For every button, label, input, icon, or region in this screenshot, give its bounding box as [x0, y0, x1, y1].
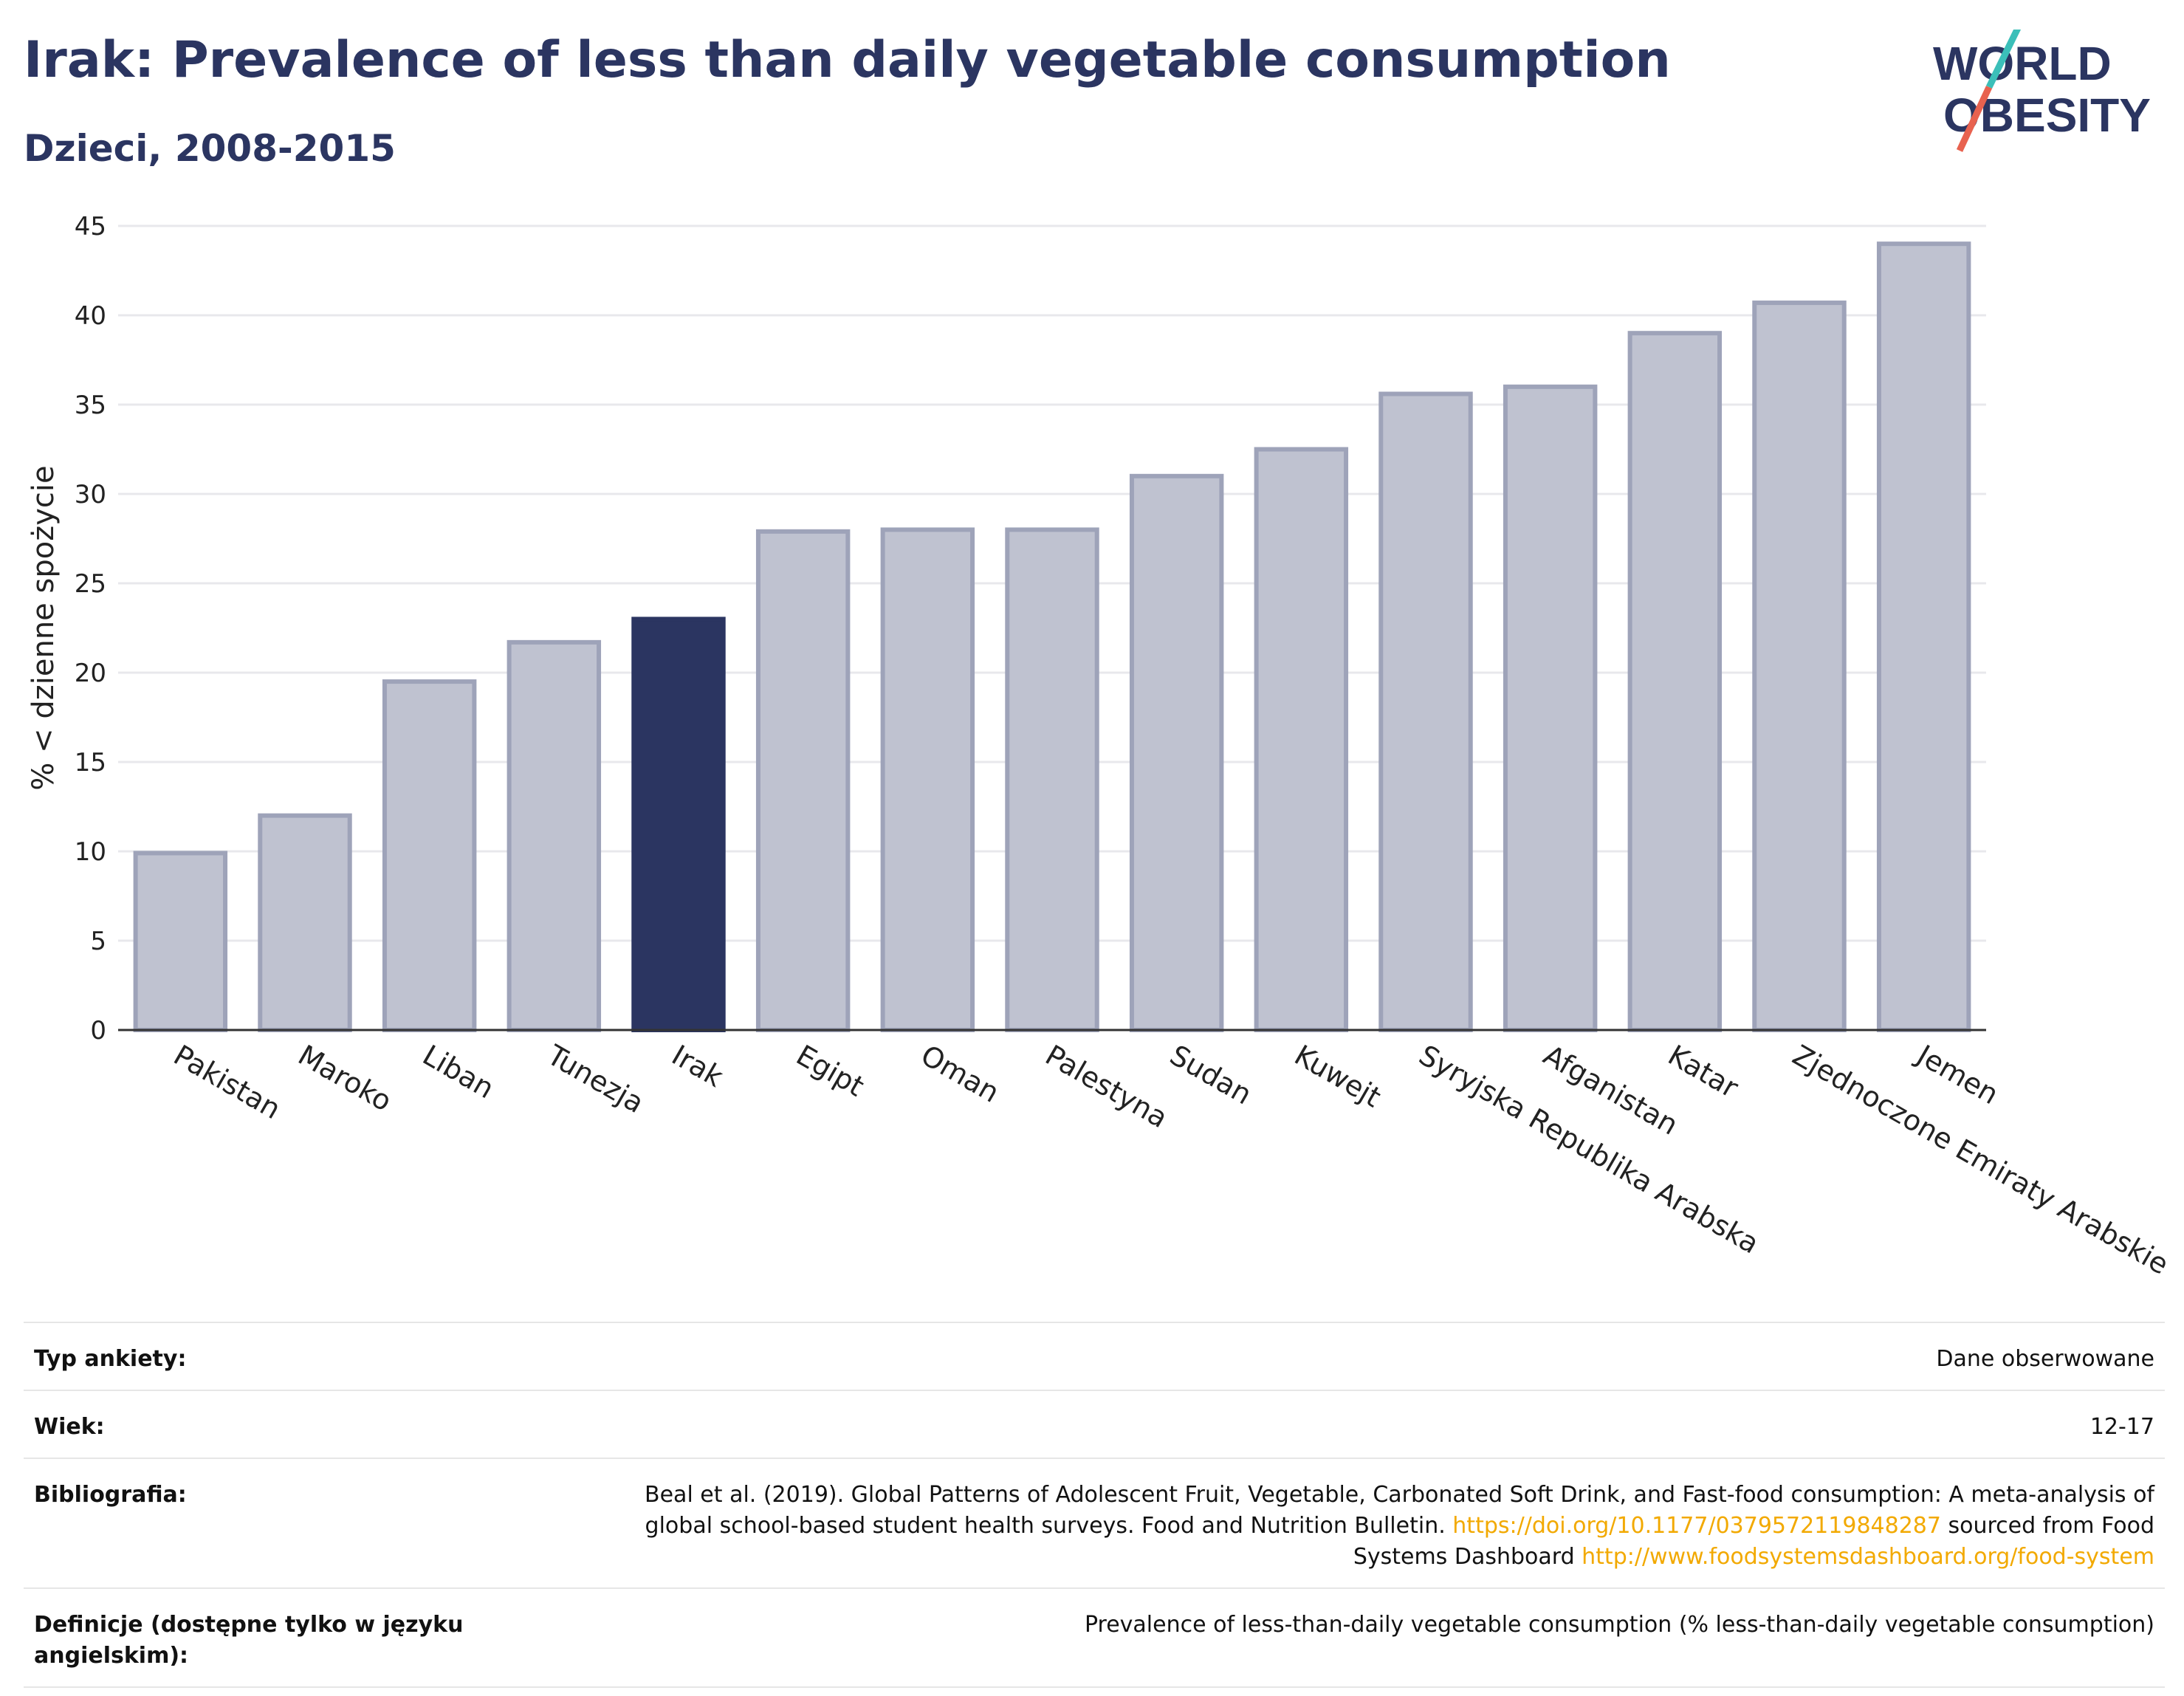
info-row-survey-type: Typ ankiety: Dane obserwowane [24, 1322, 2165, 1390]
x-tick-label: Sudan [1164, 1039, 1257, 1111]
x-tick-label: Jemen [1910, 1038, 2004, 1111]
bar-pakistan [133, 851, 228, 1033]
y-tick-label: 20 [75, 659, 106, 688]
x-tick-label: Tunezja [541, 1038, 650, 1119]
doi-link[interactable]: https://doi.org/10.1177/0379572119848287 [1452, 1513, 1941, 1539]
bar-zjednoczone-emiraty-arabskie [1752, 301, 1847, 1032]
y-tick-label: 45 [75, 212, 106, 241]
x-tick-label: Liban [417, 1039, 499, 1105]
info-row-bibliography: Bibliografia: Beal et al. (2019). Global… [24, 1458, 2165, 1587]
x-tick-label: Egipt [791, 1039, 870, 1103]
dashboard-link[interactable]: http://www.foodsystemsdashboard.org/food… [1582, 1544, 2154, 1570]
y-tick-label: 0 [90, 1016, 106, 1046]
bar-sudan [1129, 473, 1224, 1032]
bar-kuwejt [1254, 447, 1349, 1032]
bar-jemen [1876, 241, 1971, 1033]
info-value: Prevalence of less-than-daily vegetable … [1084, 1612, 2154, 1638]
bar-palestyna [1005, 527, 1099, 1032]
info-value: Dane obserwowane [1936, 1346, 2154, 1372]
x-tick-label: Oman [916, 1039, 1005, 1109]
world-obesity-logo: WORLD OBESITY [1933, 30, 2151, 152]
page-title: Irak: Prevalence of less than daily vege… [24, 31, 1671, 89]
info-label: Wiek: [34, 1414, 105, 1440]
x-tick-label: Katar [1663, 1039, 1744, 1105]
bar-katar [1627, 331, 1723, 1032]
x-tick-label: Kuwejt [1289, 1039, 1387, 1114]
logo-teal-stroke [1985, 30, 2022, 89]
info-label: Typ ankiety: [34, 1346, 187, 1372]
page-subtitle: Dzieci, 2008-2015 [24, 127, 396, 170]
bibliography-text: Beal et al. (2019). Global Patterns of A… [645, 1482, 2154, 1539]
y-tick-label: 40 [75, 301, 106, 331]
bar-chart: 0 5 10 15 20 25 30 35 40 45 % < dzienne spożycie Pa… [27, 212, 2174, 1281]
x-tick-label: Maroko [293, 1039, 398, 1118]
y-axis-title: % < dzienne spożycie [27, 465, 61, 790]
y-tick-label: 25 [75, 569, 106, 599]
logo-red-stroke [1956, 86, 1993, 152]
info-value: Beal et al. (2019). Global Patterns of A… [574, 1480, 2154, 1573]
x-tick-label: Palestyna [1040, 1039, 1173, 1135]
y-tick-label: 15 [75, 748, 106, 777]
info-label: Definicje (dostępne tylko w języku angie… [34, 1612, 464, 1669]
x-tick-label: Pakistan [168, 1039, 286, 1126]
bar-irak [631, 617, 726, 1032]
info-table: Typ ankiety: Dane obserwowane Wiek: 12-1… [24, 1322, 2165, 1688]
info-value: 12-17 [2089, 1414, 2154, 1440]
bar-syryjska-republika-arabska [1378, 391, 1473, 1032]
bar-maroko [258, 813, 352, 1032]
bar-egipt [755, 529, 851, 1032]
y-tick-label: 5 [90, 927, 106, 956]
logo-line1: WORLD [1933, 37, 2112, 90]
info-row-definitions: Definicje (dostępne tylko w języku angie… [24, 1587, 2165, 1688]
y-tick-label: 35 [75, 391, 106, 420]
y-tick-label: 30 [75, 480, 106, 509]
bar-tunezja [506, 639, 602, 1032]
y-tick-label: 10 [75, 837, 106, 867]
info-row-age: Wiek: 12-17 [24, 1390, 2165, 1458]
bar-liban [382, 679, 477, 1032]
bar-afganistan [1503, 384, 1598, 1032]
info-label: Bibliografia: [34, 1482, 187, 1508]
x-tick-label: Irak [667, 1039, 729, 1094]
bibliography-text-mid: sourced from Food Systems Dashboard [1353, 1513, 2154, 1570]
bar-oman [880, 527, 975, 1032]
